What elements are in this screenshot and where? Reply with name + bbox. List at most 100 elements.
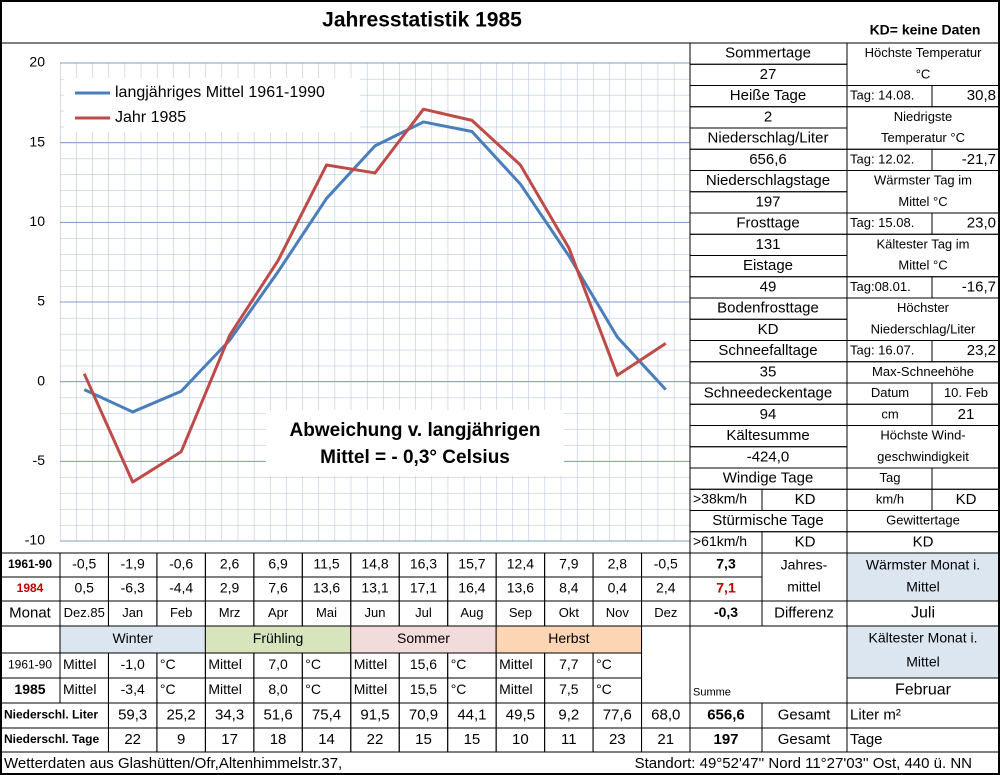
cell-text: KD (795, 491, 816, 508)
cell-text: 9 (177, 731, 185, 748)
cell-text: 197 (755, 193, 780, 210)
cell-text: Windige Tage (723, 470, 814, 487)
x-tick-label: Jun (365, 605, 386, 620)
cell-text: Tage (850, 731, 883, 748)
cell-text: geschwindigkeit (877, 449, 969, 464)
cell-text: 14 (318, 731, 335, 748)
cell-text: 15,5 (410, 681, 437, 697)
cell-text: 15 (464, 731, 481, 748)
cell-text: 7,7 (559, 656, 579, 672)
cell-text: 25,2 (167, 706, 196, 723)
cell-text: -0,5 (654, 556, 678, 572)
cell-text: Liter m² (850, 706, 901, 723)
cell-text: 656,6 (707, 706, 745, 723)
cell-text: 656,6 (749, 151, 787, 168)
cell-text: 68,0 (651, 706, 680, 723)
cell-text: 1985 (14, 681, 45, 697)
cell-text: Tag: 15.08. (850, 215, 914, 230)
cell-text: Frühling (253, 630, 304, 646)
cell-text: 44,1 (457, 706, 486, 723)
chart-title: Jahresstatistik 1985 (322, 9, 522, 32)
cell-text: KD (758, 321, 779, 338)
cell-text: Monat (9, 604, 52, 621)
cell-text: 51,6 (263, 706, 292, 723)
footer-text: Wetterdaten aus Glashütten/Ofr,Altenhimm… (4, 755, 342, 772)
cell-text: >38km/h (693, 491, 747, 507)
cell-text: -0,6 (169, 556, 193, 572)
cell-text: Frosttage (736, 215, 799, 232)
cell-text: 15,7 (458, 556, 485, 572)
cell-text: 12,4 (507, 556, 534, 572)
cell-text: 9,2 (558, 706, 579, 723)
cell-text: 23 (609, 731, 626, 748)
cell-text: 77,6 (603, 706, 632, 723)
cell-text: Niederschlag/Liter (871, 321, 976, 336)
cell-text: 22 (367, 731, 384, 748)
cell-text: Niederschlag/Liter (708, 130, 829, 147)
cell-text: 30,8 (967, 87, 996, 104)
cell-text: 34,3 (215, 706, 244, 723)
cell-text: Herbst (548, 630, 589, 646)
cell-text: Mittel (354, 681, 387, 697)
cell-text: Höchster (897, 300, 950, 315)
cell-text: °C (160, 681, 176, 697)
cell (846, 552, 1000, 602)
cell-text: Kältester Tag im (877, 236, 970, 251)
cell-text: Summe (693, 686, 731, 698)
cell-text: 7,6 (268, 580, 288, 596)
cell-text: 17 (221, 731, 238, 748)
footer-text: Standort: 49°52'47'' Nord 11°27'03'' Ost… (635, 755, 972, 772)
cell-text: 10 (512, 731, 529, 748)
cell-text: 23,0 (967, 215, 996, 232)
cell-text: 91,5 (360, 706, 389, 723)
cell-text: Temperatur °C (881, 130, 965, 145)
cell-text: Mittel (354, 656, 387, 672)
cell-text: °C (596, 681, 612, 697)
x-tick-label: Jul (415, 605, 432, 620)
cell-text: 16,4 (458, 580, 485, 596)
cell-text: 59,3 (118, 706, 147, 723)
cell-text: Juli (911, 605, 935, 622)
cell-text: Tag: 16.07. (850, 343, 914, 358)
cell-text: 131 (755, 236, 780, 253)
cell-text: 0,4 (608, 580, 628, 596)
cell-text: °C (451, 656, 467, 672)
x-tick-label: Okt (559, 605, 580, 620)
cell-text: 8,0 (268, 681, 288, 697)
cell-text: °C (596, 656, 612, 672)
cell-text: Niederschlagstage (706, 172, 830, 189)
cell-text: 7,5 (559, 681, 579, 697)
cell-text: 8,4 (559, 580, 579, 596)
cell-text: °C (916, 66, 931, 81)
cell-text: KD (956, 491, 977, 508)
cell-text: 2,4 (656, 580, 676, 596)
cell-text: 14,8 (361, 556, 388, 572)
cell-text: Heiße Tage (730, 87, 806, 104)
x-tick-label: Sep (509, 605, 532, 620)
cell-text: 7,1 (716, 580, 736, 596)
cell-text: °C (451, 681, 467, 697)
cell-text: >61km/h (693, 533, 747, 549)
cell-text: Februar (895, 682, 952, 699)
cell-text: Niederschl. Liter (4, 708, 98, 722)
cell-text: KD (795, 533, 816, 550)
cell-text: 22 (124, 731, 141, 748)
cell-text: Kältester Monat i. (869, 630, 978, 646)
cell-text: 13,6 (507, 580, 534, 596)
cell-text: Mittel (63, 681, 96, 697)
cell-text: Tag: 12.02. (850, 151, 914, 166)
cell-text: 70,9 (409, 706, 438, 723)
cell-text: 10. Feb (944, 385, 988, 400)
cell-text: Niedrigste (894, 109, 953, 124)
cell-text: -424,0 (747, 448, 790, 465)
cell-text: -0,5 (72, 556, 96, 572)
x-tick-label: Aug (460, 605, 483, 620)
cell-text: 1961-90 (8, 557, 52, 571)
cell-text: 13,1 (361, 580, 388, 596)
cell-text: 1961-90 (8, 658, 52, 672)
cell-text: 16,3 (410, 556, 437, 572)
cell-text: Höchste Wind- (880, 428, 965, 443)
cell-text: 35 (760, 363, 777, 380)
cell (0, 751, 1000, 775)
